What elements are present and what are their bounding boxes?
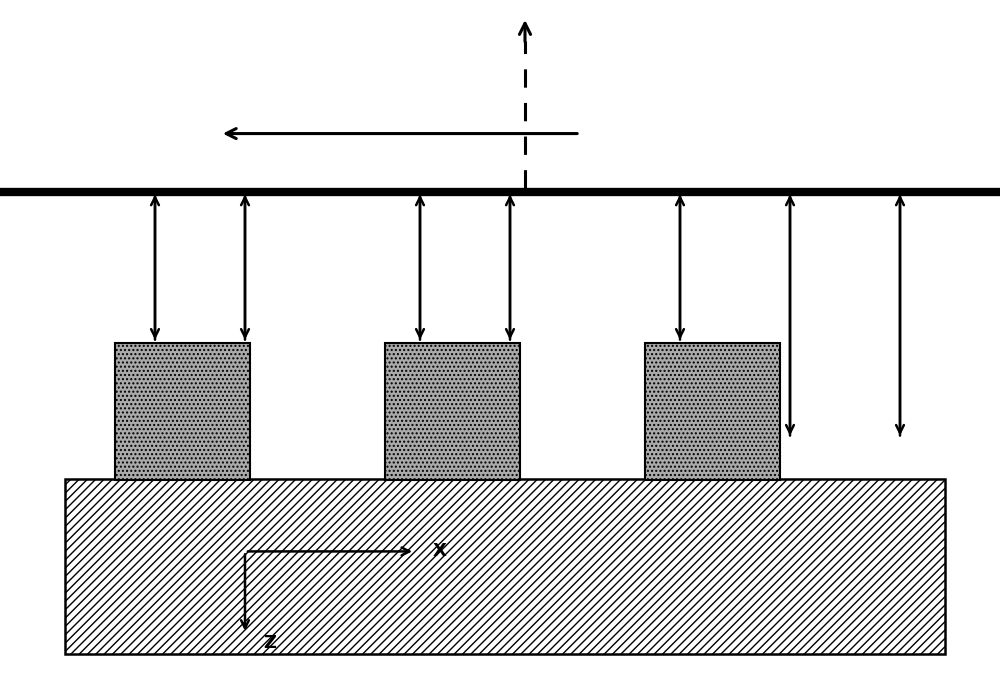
Bar — [645, 342, 780, 480]
Text: Z: Z — [263, 634, 276, 651]
Text: X: X — [433, 543, 447, 560]
Bar — [385, 342, 520, 480]
Bar — [65, 479, 945, 654]
Bar — [115, 342, 250, 480]
